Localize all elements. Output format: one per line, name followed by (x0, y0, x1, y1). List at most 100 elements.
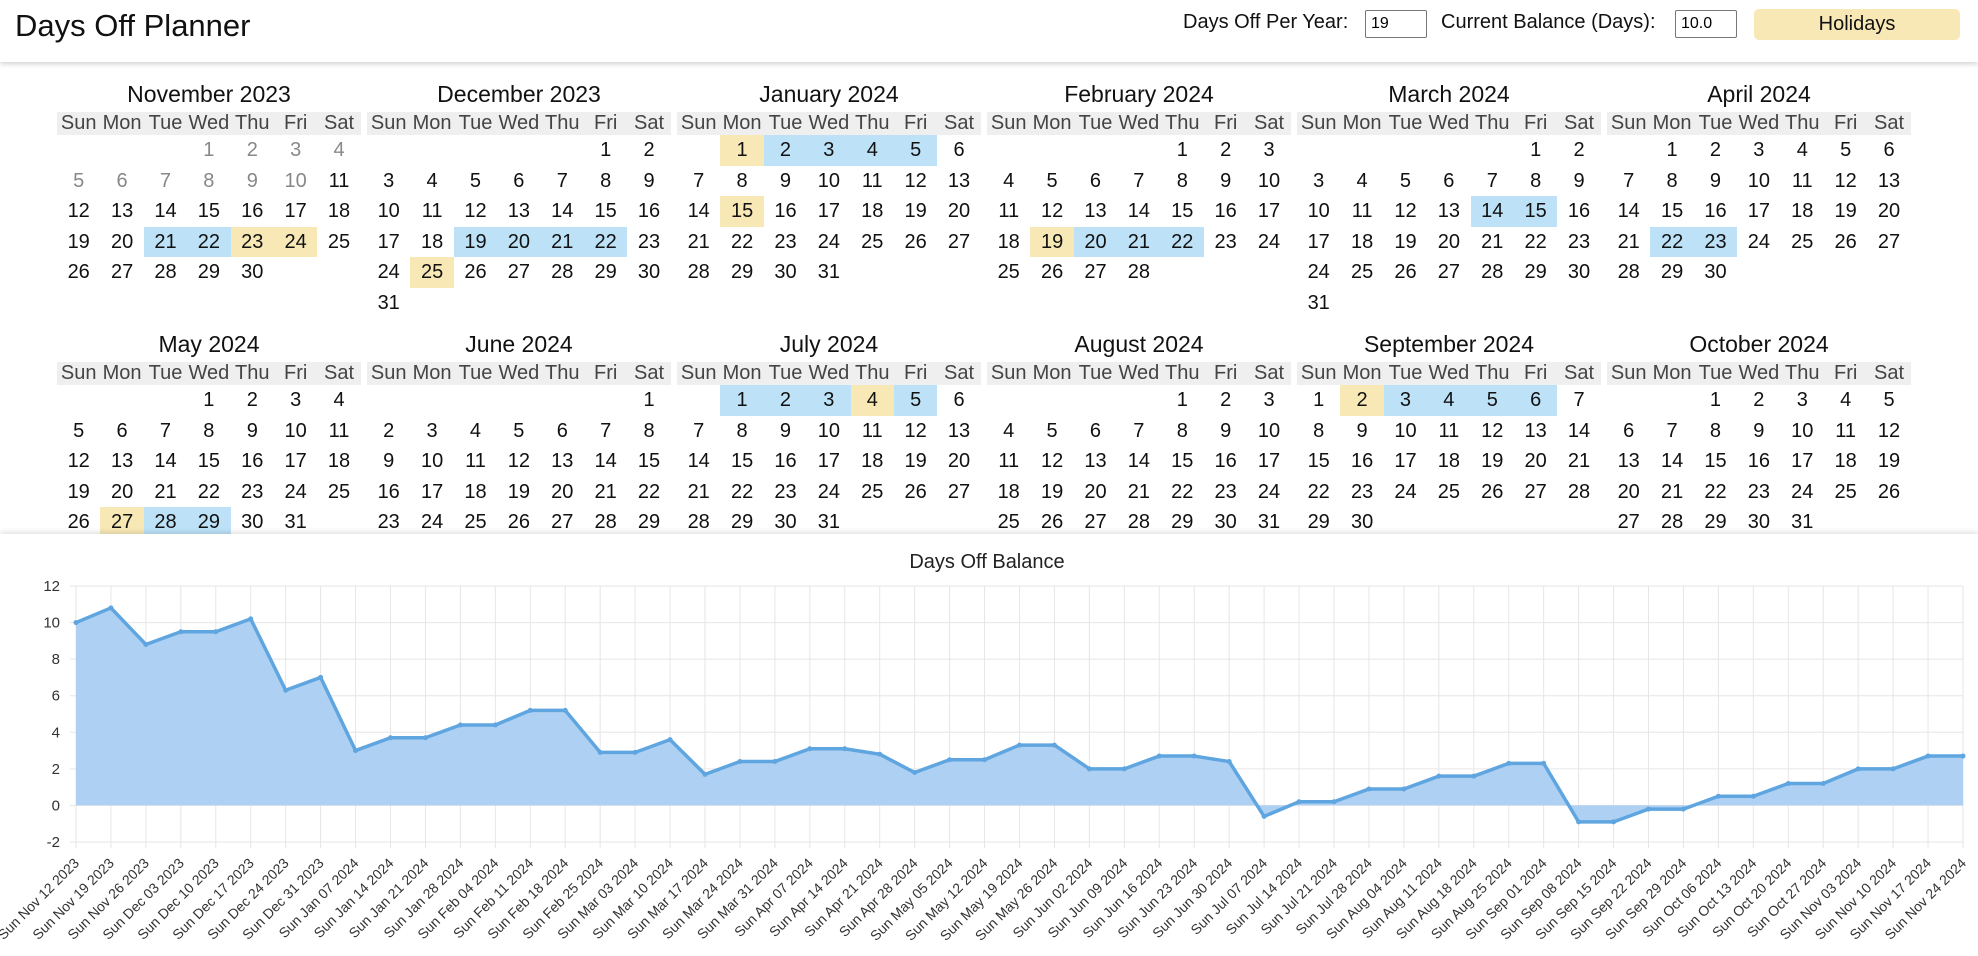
day-cell[interactable]: 3 (1263, 139, 1275, 161)
days-off-per-year-input[interactable] (1365, 10, 1427, 38)
day-cell[interactable]: 31 (284, 511, 307, 533)
day-cell[interactable]: 21 (1567, 450, 1591, 472)
day-cell[interactable]: 4 (469, 419, 482, 442)
day-cell[interactable]: 26 (1481, 480, 1504, 503)
day-cell[interactable]: 18 (327, 450, 351, 472)
day-cell[interactable]: 16 (1704, 200, 1727, 222)
day-cell[interactable]: 24 (1791, 480, 1814, 503)
day-cell[interactable]: 9 (383, 450, 395, 472)
day-cell[interactable]: 8 (1709, 419, 1722, 442)
day-cell[interactable]: 10 (817, 419, 840, 442)
day-cell[interactable]: 28 (687, 511, 710, 533)
day-cell[interactable]: 22 (1160, 226, 1204, 257)
day-cell[interactable]: 30 (637, 261, 661, 283)
day-cell[interactable]: 10 (1394, 419, 1417, 442)
day-cell[interactable]: 31 (1791, 511, 1814, 533)
day-cell[interactable]: 9 (1220, 419, 1232, 442)
day-cell[interactable]: 23 (774, 230, 797, 253)
day-cell[interactable]: 3 (1383, 385, 1428, 416)
day-cell[interactable]: 18 (997, 480, 1020, 503)
day-cell[interactable]: 2 (1573, 139, 1585, 161)
day-cell[interactable]: 18 (861, 450, 884, 472)
day-cell[interactable]: 13 (507, 200, 530, 222)
day-cell[interactable]: 18 (1437, 450, 1460, 472)
day-cell[interactable]: 30 (1214, 511, 1237, 533)
day-cell[interactable]: 25 (861, 480, 884, 503)
day-cell[interactable]: 29 (637, 511, 661, 533)
day-cell[interactable]: 11 (328, 169, 350, 192)
day-cell[interactable]: 20 (1437, 230, 1460, 253)
day-cell[interactable]: 27 (1084, 261, 1107, 283)
day-cell[interactable]: 21 (1617, 230, 1640, 253)
day-cell[interactable]: 5 (893, 135, 938, 166)
day-cell[interactable]: 7 (1133, 419, 1145, 442)
day-cell[interactable]: 7 (159, 419, 172, 442)
day-cell[interactable]: 30 (241, 511, 264, 533)
day-cell[interactable]: 15 (730, 450, 754, 472)
day-cell[interactable]: 28 (551, 261, 574, 283)
day-cell[interactable]: 16 (637, 200, 661, 222)
day-cell[interactable]: 10 (1257, 169, 1281, 192)
day-cell[interactable]: 22 (197, 480, 220, 503)
day-cell[interactable]: 27 (947, 230, 971, 253)
day-cell[interactable]: 7 (159, 169, 172, 192)
day-cell[interactable]: 17 (284, 200, 307, 222)
day-cell[interactable]: 7 (1573, 389, 1585, 411)
day-cell[interactable]: 22 (1650, 226, 1694, 257)
day-cell[interactable]: 4 (850, 385, 894, 416)
day-cell[interactable]: 13 (1084, 450, 1107, 472)
day-cell[interactable]: 11 (861, 169, 883, 192)
day-cell[interactable]: 2 (246, 389, 258, 411)
day-cell[interactable]: 31 (1257, 511, 1281, 533)
day-cell[interactable]: 30 (1747, 511, 1770, 533)
day-cell[interactable]: 17 (817, 200, 840, 222)
day-cell[interactable]: 28 (154, 261, 177, 283)
holidays-button[interactable]: Holidays (1754, 9, 1960, 40)
day-cell[interactable]: 18 (327, 200, 351, 222)
day-cell[interactable]: 31 (1307, 291, 1330, 314)
day-cell[interactable]: 13 (947, 169, 971, 192)
day-cell[interactable]: 24 (284, 480, 307, 503)
day-cell[interactable]: 4 (850, 135, 894, 166)
day-cell[interactable]: 6 (556, 419, 568, 442)
day-cell[interactable]: 5 (513, 419, 525, 442)
day-cell[interactable]: 23 (1214, 230, 1237, 253)
day-cell[interactable]: 25 (1350, 261, 1374, 283)
day-cell[interactable]: 17 (817, 450, 840, 472)
day-cell[interactable]: 12 (67, 200, 90, 222)
day-cell[interactable]: 12 (904, 419, 927, 442)
day-cell[interactable]: 1 (203, 389, 215, 411)
day-cell[interactable]: 23 (1350, 480, 1374, 503)
day-cell[interactable]: 17 (284, 450, 307, 472)
day-cell[interactable]: 11 (1791, 169, 1813, 192)
day-cell[interactable]: 1 (720, 385, 764, 416)
day-cell[interactable]: 25 (1834, 480, 1857, 503)
day-cell[interactable]: 21 (1660, 480, 1684, 503)
day-cell[interactable]: 23 (1567, 230, 1591, 253)
day-cell[interactable]: 29 (197, 261, 220, 283)
day-cell[interactable]: 23 (1214, 480, 1237, 503)
day-cell[interactable]: 27 (1617, 511, 1640, 533)
day-cell[interactable]: 3 (1796, 389, 1808, 411)
day-cell[interactable]: 10 (1747, 169, 1770, 192)
day-cell[interactable]: 27 (110, 261, 134, 283)
day-cell[interactable]: 19 (67, 480, 90, 503)
day-cell[interactable]: 3 (1263, 389, 1275, 411)
day-cell[interactable]: 1 (643, 389, 655, 411)
day-cell[interactable]: 14 (594, 450, 617, 472)
day-cell[interactable]: 9 (1753, 419, 1765, 442)
day-cell[interactable]: 6 (1089, 419, 1102, 442)
day-cell[interactable]: 30 (1704, 261, 1727, 283)
day-cell[interactable]: 6 (1443, 169, 1455, 192)
day-cell[interactable]: 6 (513, 169, 525, 192)
day-cell[interactable]: 16 (1214, 450, 1237, 472)
day-cell[interactable]: 26 (507, 511, 530, 533)
day-cell[interactable]: 10 (377, 200, 400, 222)
day-cell[interactable]: 17 (1394, 450, 1417, 472)
day-cell[interactable]: 10 (817, 169, 840, 192)
day-cell[interactable]: 22 (730, 480, 754, 503)
day-cell[interactable]: 5 (73, 169, 85, 192)
day-cell[interactable]: 25 (997, 261, 1020, 283)
day-cell[interactable]: 8 (203, 419, 215, 442)
day-cell[interactable]: 4 (1003, 419, 1015, 442)
